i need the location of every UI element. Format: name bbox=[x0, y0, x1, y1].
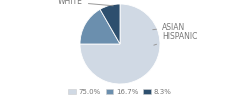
Legend: 75.0%, 16.7%, 8.3%: 75.0%, 16.7%, 8.3% bbox=[68, 89, 172, 95]
Wedge shape bbox=[80, 4, 160, 84]
Text: HISPANIC: HISPANIC bbox=[154, 32, 197, 45]
Wedge shape bbox=[100, 4, 120, 44]
Wedge shape bbox=[80, 9, 120, 44]
Text: WHITE: WHITE bbox=[58, 0, 113, 6]
Text: ASIAN: ASIAN bbox=[153, 23, 185, 32]
